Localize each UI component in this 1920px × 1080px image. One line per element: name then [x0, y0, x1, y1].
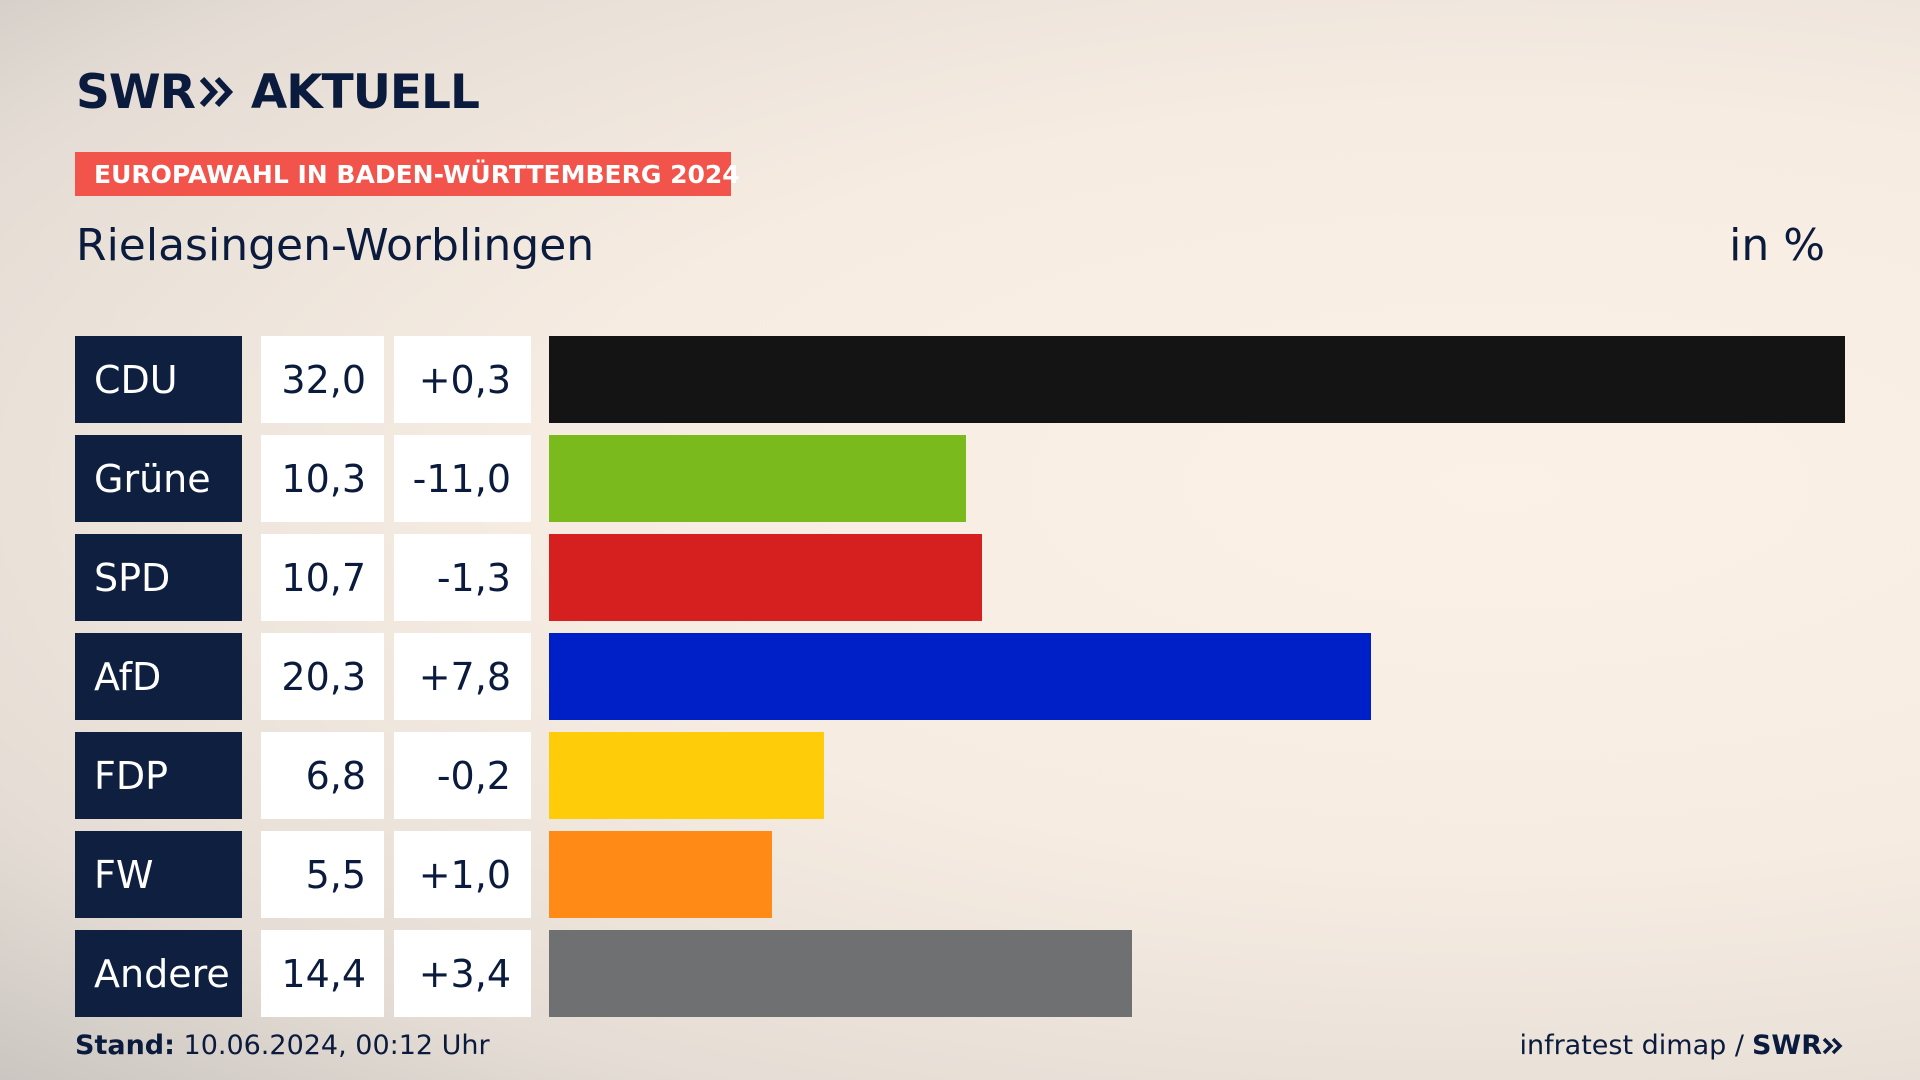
stand-label: Stand: — [75, 1030, 175, 1061]
value-label: 14,4 — [261, 930, 384, 1017]
value-label: 32,0 — [261, 336, 384, 423]
footer-chevron-icon — [1822, 1037, 1843, 1054]
diff-label: +3,4 — [394, 930, 531, 1017]
bar-fw — [549, 831, 772, 918]
election-badge: EUROPAWAHL IN BADEN-WÜRTTEMBERG 2024 — [75, 152, 740, 196]
logo-aktuell: AKTUELL — [250, 64, 480, 120]
source-text: infratest dimap / — [1519, 1030, 1744, 1061]
value-label: 10,3 — [261, 435, 384, 522]
party-label: Grüne — [75, 435, 242, 522]
stand-value: 10.06.2024, 00:12 Uhr — [183, 1030, 490, 1061]
timestamp: Stand: 10.06.2024, 00:12 Uhr — [75, 1030, 490, 1061]
bar-fdp — [549, 732, 824, 819]
swr-aktuell-logo: SWR AKTUELL — [76, 64, 480, 120]
double-chevron-icon — [199, 75, 235, 109]
bar-andere — [549, 930, 1132, 1017]
diff-label: +0,3 — [394, 336, 531, 423]
unit-label: in % — [1729, 220, 1825, 271]
footer-brand-text: SWR — [1751, 1030, 1822, 1061]
source-credit: infratest dimap / SWR — [1519, 1030, 1844, 1061]
bar-afd — [549, 633, 1371, 720]
diff-label: -0,2 — [394, 732, 531, 819]
diff-label: +1,0 — [394, 831, 531, 918]
value-label: 20,3 — [261, 633, 384, 720]
logo-swr: SWR — [76, 64, 196, 120]
diff-label: -11,0 — [394, 435, 531, 522]
footer-brand: SWR — [1752, 1030, 1844, 1061]
party-label: FW — [75, 831, 242, 918]
party-label: SPD — [75, 534, 242, 621]
bar-cdu — [549, 336, 1845, 423]
chart-title: Rielasingen-Worblingen — [76, 220, 595, 271]
value-label: 6,8 — [261, 732, 384, 819]
diff-label: -1,3 — [394, 534, 531, 621]
party-label: FDP — [75, 732, 242, 819]
diff-label: +7,8 — [394, 633, 531, 720]
value-label: 10,7 — [261, 534, 384, 621]
value-label: 5,5 — [261, 831, 384, 918]
party-label: Andere — [75, 930, 242, 1017]
party-label: CDU — [75, 336, 242, 423]
party-label: AfD — [75, 633, 242, 720]
bar-grüne — [549, 435, 966, 522]
bar-spd — [549, 534, 982, 621]
